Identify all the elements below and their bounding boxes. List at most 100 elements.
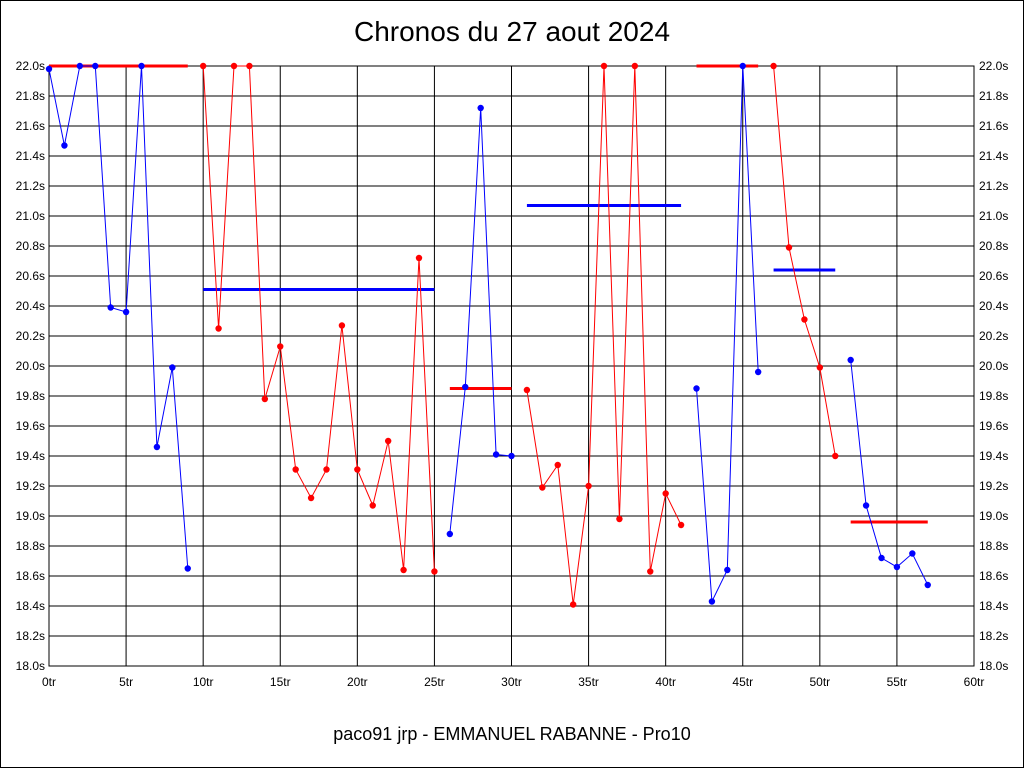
y-tick-label-right: 18.8s	[979, 539, 1008, 553]
x-tick-label: 5tr	[119, 675, 133, 689]
y-tick-label-right: 21.6s	[979, 119, 1008, 133]
data-point	[832, 452, 839, 460]
y-tick-label-right: 20.4s	[979, 299, 1008, 313]
data-point	[277, 343, 284, 350]
y-tick-label-right: 20.2s	[979, 329, 1008, 343]
y-tick-label-left: 19.4s	[16, 449, 45, 463]
y-tick-label-left: 21.4s	[16, 149, 45, 163]
y-tick-label-left: 19.0s	[16, 509, 45, 523]
y-tick-label-right: 22.0s	[979, 59, 1008, 73]
data-point	[801, 316, 808, 323]
data-point	[677, 521, 685, 529]
series-line	[202, 65, 435, 572]
x-tick-label: 55tr	[887, 675, 908, 689]
y-tick-label-left: 21.0s	[16, 209, 45, 223]
y-tick-label-right: 18.0s	[979, 659, 1008, 673]
x-tick-label: 0tr	[42, 675, 56, 689]
data-point	[369, 502, 376, 509]
data-point	[492, 451, 500, 458]
data-point	[230, 62, 238, 70]
y-tick-label-left: 18.0s	[16, 659, 45, 673]
data-point	[354, 466, 361, 473]
y-tick-label-left: 21.2s	[16, 179, 45, 193]
y-tick-label-right: 18.6s	[979, 569, 1008, 583]
data-point	[384, 437, 392, 445]
y-tick-label-right: 21.8s	[979, 89, 1008, 103]
y-tick-label-right: 19.8s	[979, 389, 1008, 403]
data-point	[708, 598, 716, 605]
data-point	[45, 65, 53, 73]
y-tick-label-left: 19.6s	[16, 419, 45, 433]
series-line	[773, 65, 836, 457]
data-point	[307, 494, 315, 502]
x-tick-label: 30tr	[501, 675, 522, 689]
y-tick-label-left: 18.8s	[16, 539, 45, 553]
data-point	[878, 554, 885, 562]
x-tick-label: 45tr	[732, 675, 753, 689]
data-point	[446, 530, 454, 538]
data-point	[616, 515, 623, 523]
data-point	[215, 325, 222, 332]
y-tick-label-left: 20.6s	[16, 269, 45, 283]
data-point	[724, 566, 731, 574]
y-tick-label-right: 18.4s	[979, 599, 1008, 613]
data-point	[261, 395, 269, 403]
x-tick-label: 10tr	[193, 675, 214, 689]
y-tick-label-left: 20.0s	[16, 359, 45, 373]
data-point	[569, 601, 577, 608]
x-tick-label: 15tr	[270, 675, 291, 689]
data-point	[76, 62, 84, 70]
chart-subtitle: paco91 jrp - EMMANUEL RABANNE - Pro10	[333, 724, 691, 744]
data-point	[631, 62, 639, 70]
x-tick-label: 40tr	[655, 675, 676, 689]
y-tick-label-right: 20.8s	[979, 239, 1008, 253]
data-point	[754, 368, 762, 376]
y-tick-label-right: 21.0s	[979, 209, 1008, 223]
y-tick-label-right: 19.4s	[979, 449, 1008, 463]
x-tick-label: 50tr	[809, 675, 830, 689]
data-point	[862, 502, 870, 509]
y-tick-label-left: 19.8s	[16, 389, 45, 403]
x-tick-label: 20tr	[347, 675, 368, 689]
x-tick-label: 25tr	[424, 675, 445, 689]
data-point	[184, 565, 191, 572]
y-tick-label-left: 20.4s	[16, 299, 45, 313]
series-line	[526, 65, 682, 605]
data-point	[909, 550, 916, 557]
y-tick-label-right: 20.0s	[979, 359, 1008, 373]
data-point	[323, 466, 330, 473]
data-point	[107, 304, 114, 311]
y-tick-label-right: 19.6s	[979, 419, 1008, 433]
y-tick-label-left: 20.8s	[16, 239, 45, 253]
y-tick-label-right: 21.2s	[979, 179, 1008, 193]
x-tick-label: 60tr	[964, 675, 985, 689]
y-tick-label-left: 19.2s	[16, 479, 45, 493]
series-line	[449, 107, 512, 535]
y-tick-label-right: 20.6s	[979, 269, 1008, 283]
data-point	[246, 62, 253, 70]
y-tick-label-left: 20.2s	[16, 329, 45, 343]
data-point	[600, 62, 608, 70]
data-point	[122, 308, 130, 316]
data-point	[539, 484, 546, 491]
data-point	[153, 443, 161, 451]
data-point	[739, 62, 746, 70]
data-point	[647, 568, 654, 575]
data-point	[508, 452, 515, 460]
chart-title: Chronos du 27 aout 2024	[353, 16, 671, 47]
series-line	[850, 359, 929, 586]
y-tick-label-left: 21.8s	[16, 89, 45, 103]
y-tick-label-left: 18.6s	[16, 569, 45, 583]
series-line	[696, 65, 759, 604]
data-point	[523, 386, 531, 394]
data-point	[477, 104, 484, 112]
series-line	[48, 65, 189, 569]
data-point	[924, 581, 931, 589]
data-point	[662, 490, 669, 497]
data-point	[693, 385, 700, 392]
data-point	[431, 568, 438, 575]
data-point	[400, 566, 407, 574]
y-tick-label-left: 18.4s	[16, 599, 45, 613]
y-tick-label-left: 21.6s	[16, 119, 45, 133]
data-point	[554, 461, 561, 469]
